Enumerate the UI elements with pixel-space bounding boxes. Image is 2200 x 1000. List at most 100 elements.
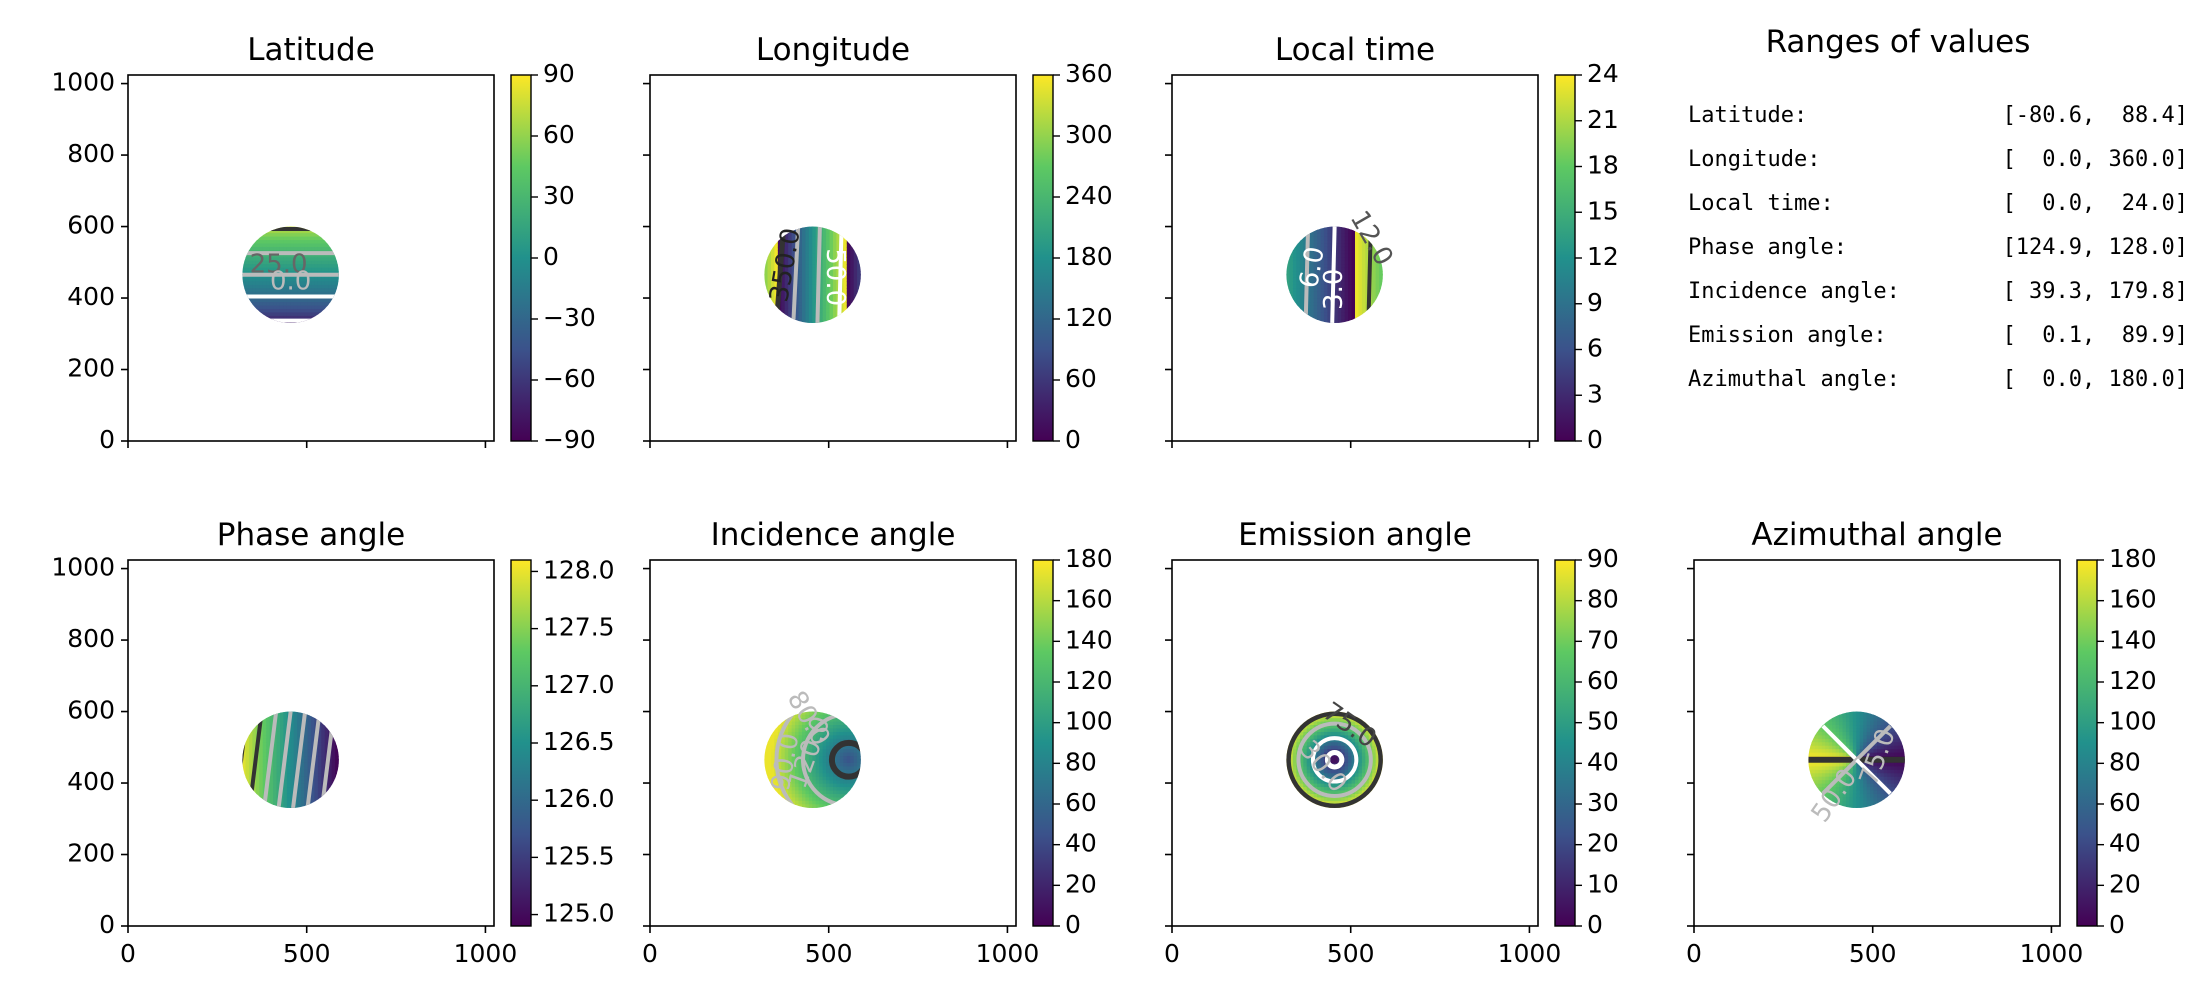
image-cell [1306, 728, 1311, 733]
image-cell [1327, 277, 1332, 282]
image-cell [843, 253, 848, 258]
image-cell [1323, 308, 1329, 314]
image-cell [822, 793, 827, 799]
image-cell [1327, 240, 1332, 245]
image-cell [1358, 759, 1363, 764]
image-cell [781, 793, 786, 799]
image-cell [307, 288, 312, 293]
image-cell [1358, 264, 1363, 269]
image-cell [1883, 721, 1888, 726]
image-cell [829, 787, 834, 792]
image-cell [1818, 745, 1823, 750]
image-cell [853, 253, 858, 258]
image-cell [290, 298, 295, 303]
image-cell [853, 749, 858, 754]
image-cell [1814, 749, 1820, 754]
image-cell [1852, 749, 1857, 754]
image-cell [293, 257, 298, 262]
image-cell [1877, 769, 1882, 774]
image-cell [293, 277, 298, 282]
image-cell [304, 756, 309, 761]
image-cell [1361, 253, 1366, 258]
image-cell [300, 302, 305, 307]
image-cell [1880, 793, 1885, 799]
image-cell [833, 756, 838, 761]
image-cell [286, 766, 291, 771]
image-cell [808, 312, 813, 317]
image-cell [1323, 236, 1329, 241]
image-cell [826, 769, 831, 774]
image-cell [788, 749, 793, 754]
image-cell [822, 277, 827, 282]
image-cell [252, 246, 257, 251]
image-cell [307, 308, 312, 314]
image-cell [791, 790, 796, 795]
image-cell [304, 277, 309, 282]
image-cell [829, 229, 834, 234]
image-cell [1825, 742, 1830, 747]
image-cell [829, 731, 834, 736]
image-cell [1828, 749, 1833, 754]
subplot-title: Local time [1275, 32, 1435, 68]
image-cell [300, 253, 305, 258]
image-cell [1372, 281, 1377, 286]
image-cell [266, 291, 271, 296]
image-cell [1310, 295, 1315, 300]
image-cell [1845, 742, 1851, 747]
image-cell [245, 281, 250, 286]
image-cell [1286, 274, 1291, 279]
image-cell [788, 291, 793, 296]
image-cell [1890, 735, 1895, 740]
image-cell [293, 738, 298, 743]
subplot-title: Azimuthal angle [1751, 517, 2002, 553]
colorbar-tick-label: 0 [1587, 910, 1603, 939]
image-cell [245, 260, 250, 265]
image-cell [1859, 742, 1864, 747]
image-cell [798, 790, 803, 795]
image-cell [798, 793, 803, 799]
image-cell [1334, 742, 1339, 747]
image-cell [836, 780, 841, 785]
image-cell [808, 711, 813, 716]
image-cell [1849, 804, 1854, 809]
image-cell [781, 769, 786, 774]
image-cell [1811, 776, 1816, 781]
image-cell [1365, 267, 1370, 272]
image-cell [1839, 790, 1844, 795]
image-cell [1870, 749, 1875, 754]
image-cell [1313, 742, 1318, 747]
image-cell [822, 728, 827, 733]
image-cell [822, 246, 827, 251]
image-cell [1317, 308, 1322, 314]
image-cell [1365, 253, 1370, 258]
image-cell [279, 233, 285, 238]
image-cell [1852, 776, 1857, 781]
image-cell [843, 749, 848, 754]
image-cell [774, 281, 779, 286]
image-cell [293, 759, 298, 764]
image-cell [1870, 766, 1875, 771]
image-cell [290, 291, 295, 296]
image-cell [1337, 295, 1342, 300]
image-cell [822, 284, 827, 289]
image-cell [846, 787, 851, 792]
image-cell [269, 762, 274, 767]
image-cell [317, 257, 322, 262]
image-cell [1334, 291, 1339, 296]
image-cell [317, 769, 322, 774]
image-cell [777, 756, 782, 761]
image-cell [791, 731, 796, 736]
image-cell [283, 305, 288, 310]
image-cell [317, 783, 322, 788]
image-cell [1870, 797, 1875, 802]
image-cell [819, 759, 824, 764]
image-cell [1344, 759, 1349, 764]
image-cell [262, 243, 267, 248]
image-cell [1808, 766, 1813, 771]
image-cell [1828, 725, 1833, 730]
image-cell [1870, 769, 1875, 774]
image-cell [808, 793, 813, 799]
image-cell [1835, 783, 1840, 788]
image-cell [1337, 274, 1342, 279]
